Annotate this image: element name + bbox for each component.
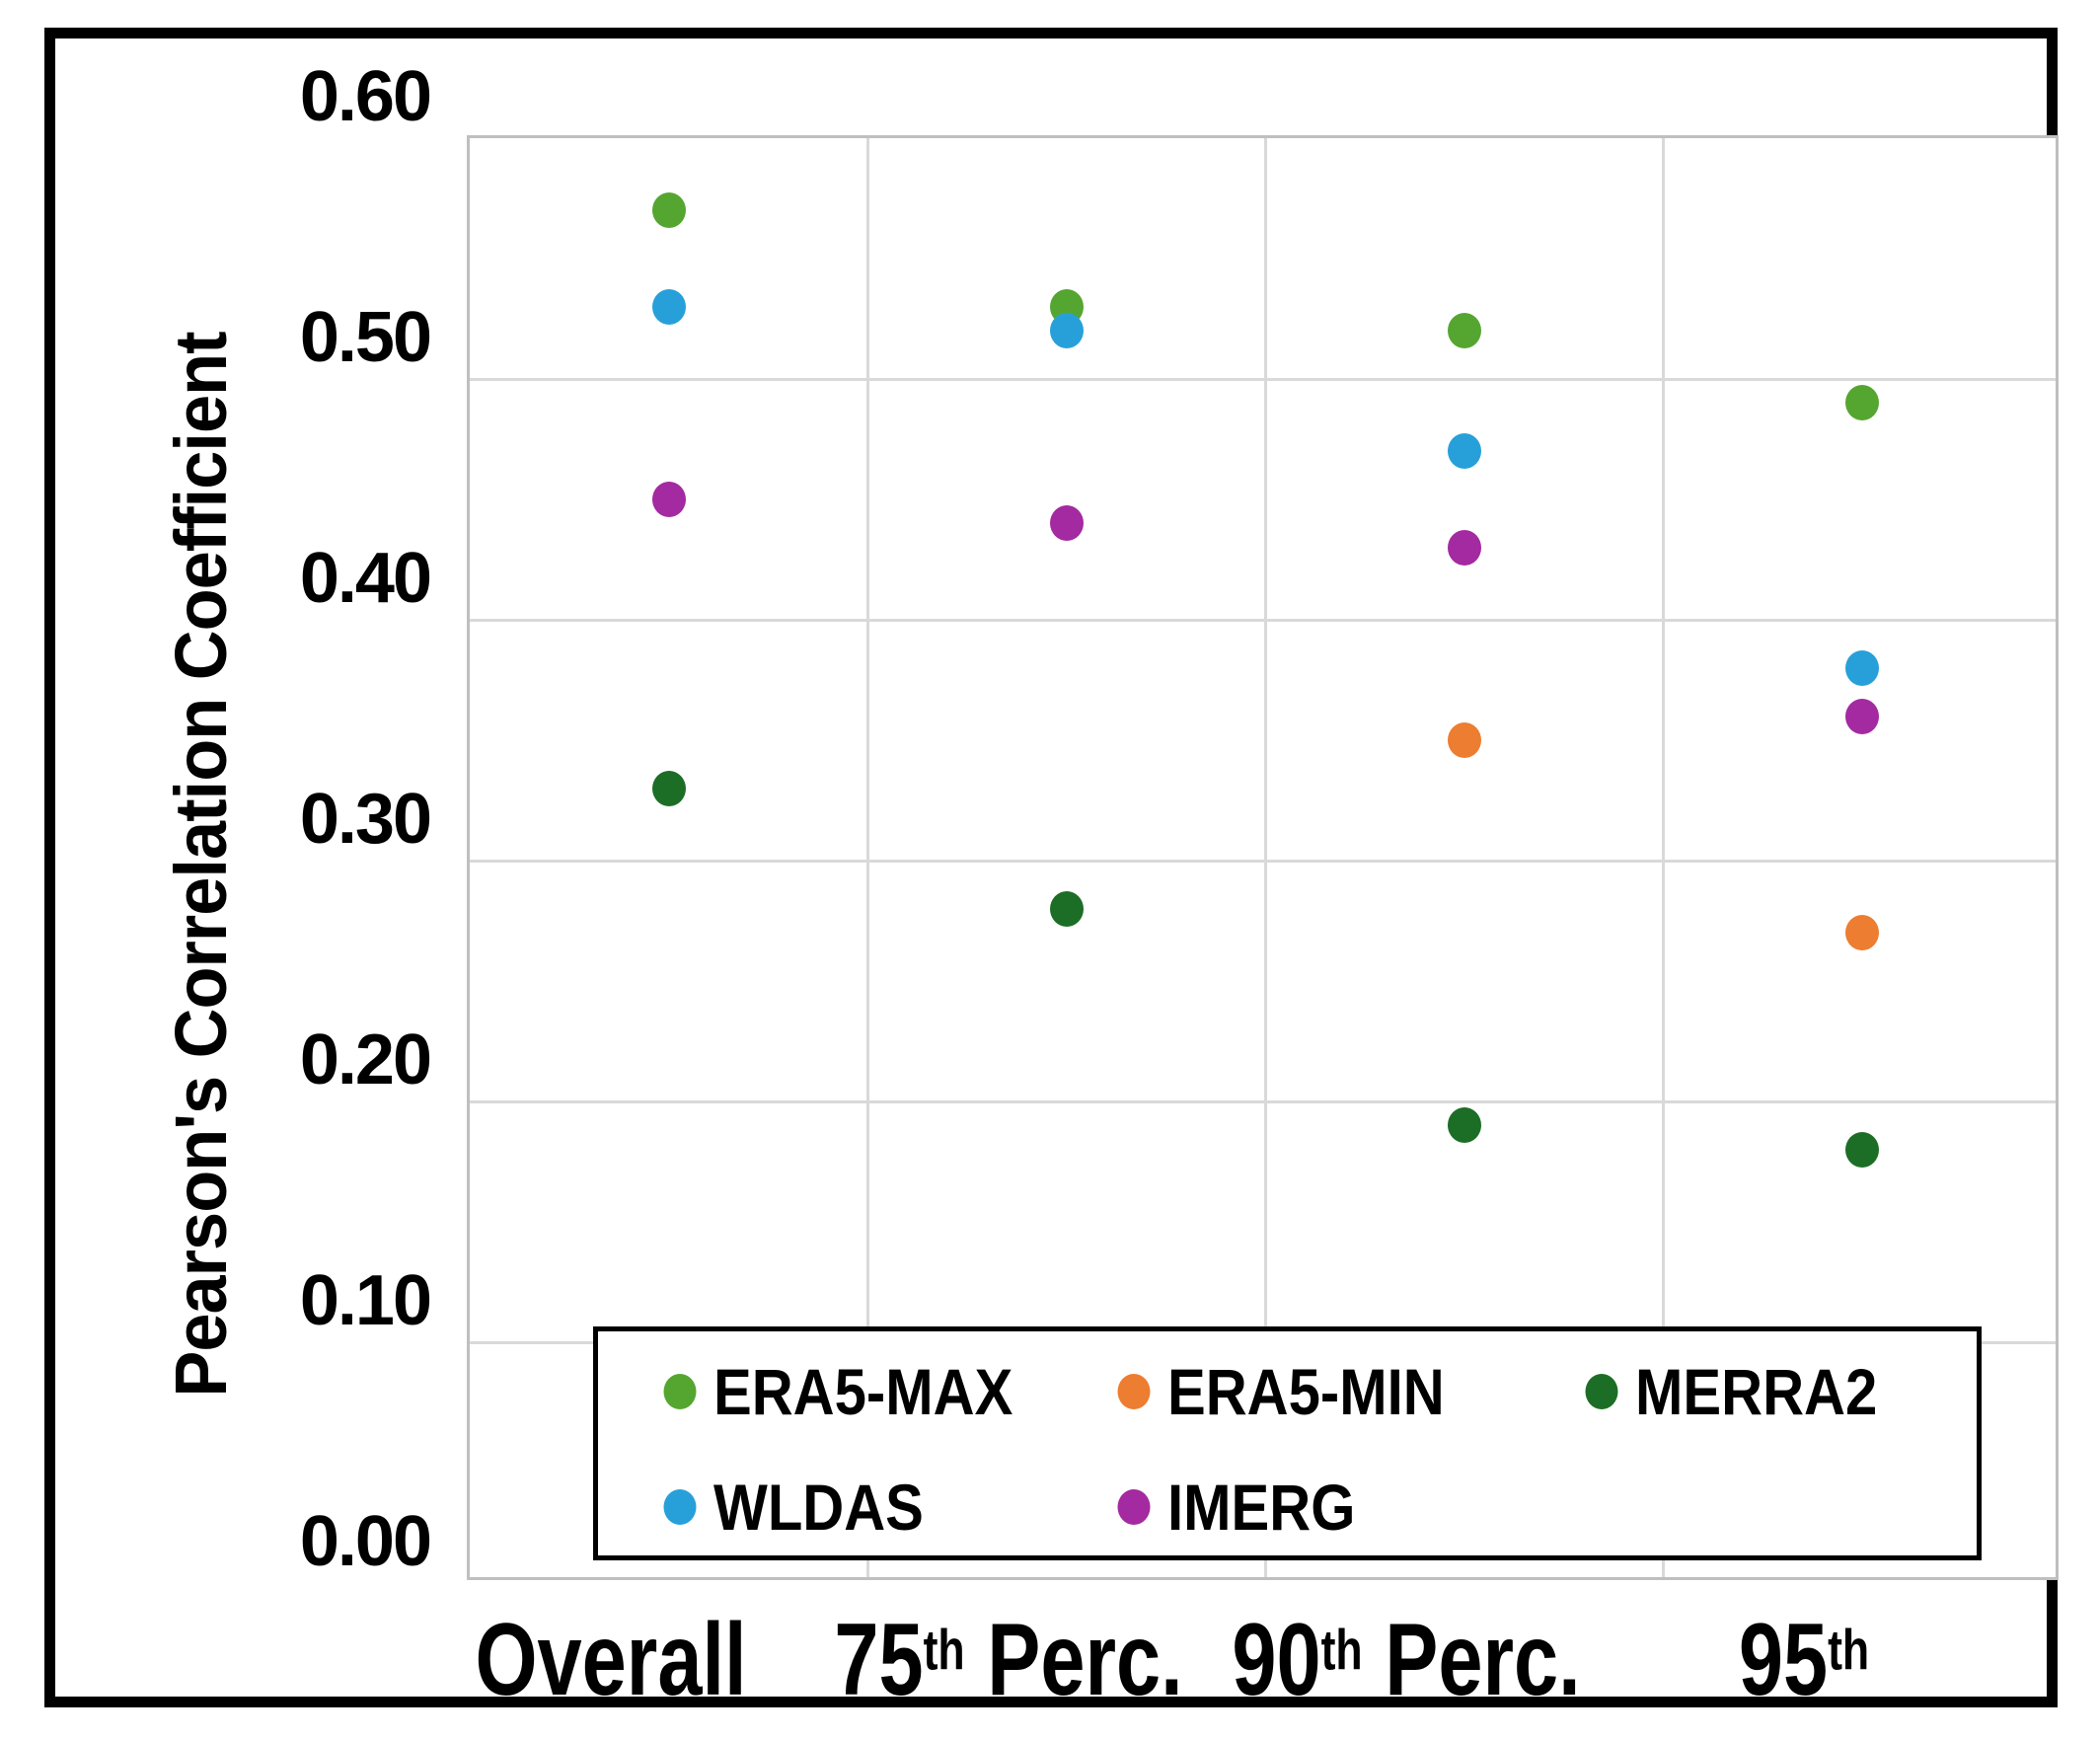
legend-label-era5-max: ERA5-MAX bbox=[713, 1355, 1013, 1428]
legend-marker-merra2 bbox=[1585, 1374, 1618, 1409]
y-tick-label-0.50: 0.50 bbox=[299, 298, 432, 377]
legend-label-wldas: WLDAS bbox=[713, 1471, 924, 1544]
y-tick-label-0.10: 0.10 bbox=[299, 1261, 432, 1340]
x-axis-label-90th-perc: 90th Perc. bbox=[1232, 1603, 1581, 1717]
legend-marker-era5-min bbox=[1117, 1374, 1151, 1409]
horizontal-gridline-0.20 bbox=[470, 1099, 2056, 1103]
dot-era5-min-95th bbox=[1845, 915, 1880, 951]
dot-imerg-90th-perc bbox=[1448, 529, 1482, 566]
dot-era5-max-90th-perc bbox=[1448, 313, 1482, 349]
legend-label-era5-min: ERA5-MIN bbox=[1167, 1355, 1445, 1428]
legend-label-imerg: IMERG bbox=[1167, 1471, 1356, 1544]
x-axis-label-95th: 95th bbox=[1739, 1603, 1870, 1717]
horizontal-gridline-0.30 bbox=[470, 859, 2056, 863]
horizontal-gridline-0.50 bbox=[470, 377, 2056, 381]
dot-era5-min-90th-perc bbox=[1448, 722, 1482, 758]
dot-era5-max-overall bbox=[651, 192, 686, 229]
dot-merra2-overall bbox=[651, 770, 686, 806]
y-tick-label-0.00: 0.00 bbox=[299, 1502, 432, 1581]
y-tick-label-0.40: 0.40 bbox=[299, 539, 432, 618]
dot-imerg-95th bbox=[1845, 698, 1880, 734]
legend-label-merra2: MERRA2 bbox=[1635, 1355, 1878, 1428]
legend-marker-imerg bbox=[1117, 1489, 1151, 1525]
chart-outer-border: Pearson's Correlation Coefficient 0.00 0.… bbox=[44, 28, 2059, 1714]
dot-wldas-overall bbox=[651, 288, 686, 325]
legend-marker-era5-max bbox=[663, 1374, 697, 1409]
dot-wldas-90th-perc bbox=[1448, 433, 1482, 470]
vertical-gridline-2 bbox=[1264, 138, 1267, 1577]
horizontal-gridline-0.40 bbox=[470, 618, 2056, 622]
vertical-gridline-1 bbox=[865, 138, 869, 1577]
dot-imerg-overall bbox=[651, 482, 686, 517]
vertical-gridline-3 bbox=[1662, 138, 1666, 1577]
dot-merra2-95th bbox=[1845, 1131, 1880, 1168]
x-axis-label-overall: Overall bbox=[475, 1603, 747, 1717]
y-tick-label-0.30: 0.30 bbox=[299, 780, 432, 859]
dot-wldas-75th-perc bbox=[1049, 313, 1084, 349]
x-axis-label-75th-perc: 75th Perc. bbox=[834, 1603, 1183, 1717]
y-tick-label-0.20: 0.20 bbox=[299, 1021, 432, 1099]
dot-wldas-95th bbox=[1845, 649, 1880, 686]
dot-merra2-75th-perc bbox=[1049, 890, 1084, 927]
legend-box: ERA5-MAX ERA5-MIN MERRA2 WLDAS IMERG bbox=[593, 1326, 1982, 1560]
legend-marker-wldas bbox=[663, 1489, 697, 1525]
dot-era5-max-95th bbox=[1845, 385, 1880, 421]
y-tick-label-0.60: 0.60 bbox=[299, 57, 432, 136]
dot-imerg-75th-perc bbox=[1049, 505, 1084, 542]
dot-merra2-90th-perc bbox=[1448, 1107, 1482, 1144]
